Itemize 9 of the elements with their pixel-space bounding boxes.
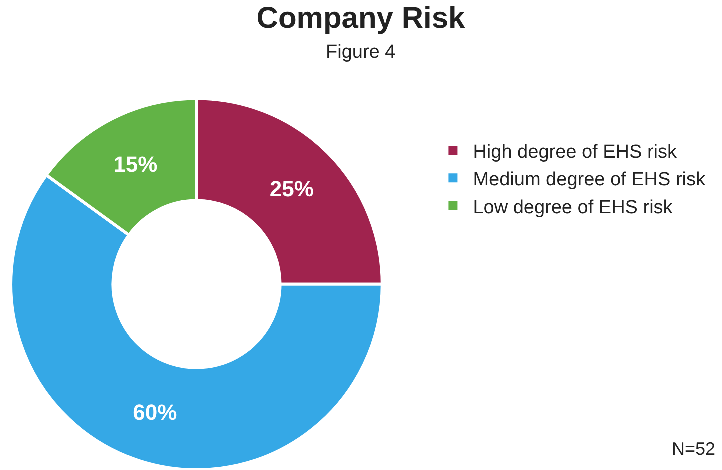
chart-subtitle: Figure 4 — [326, 42, 396, 63]
legend-label: High degree of EHS risk — [473, 142, 678, 163]
data-label: 15% — [114, 152, 158, 177]
data-label: 25% — [270, 176, 314, 202]
legend-label: Medium degree of EHS risk — [473, 170, 706, 191]
chart-title: Company Risk — [256, 2, 466, 36]
data-label: 60% — [133, 400, 178, 425]
text: N=52 — [672, 439, 716, 459]
legend-label: Low degree of EHS risk — [473, 197, 674, 218]
